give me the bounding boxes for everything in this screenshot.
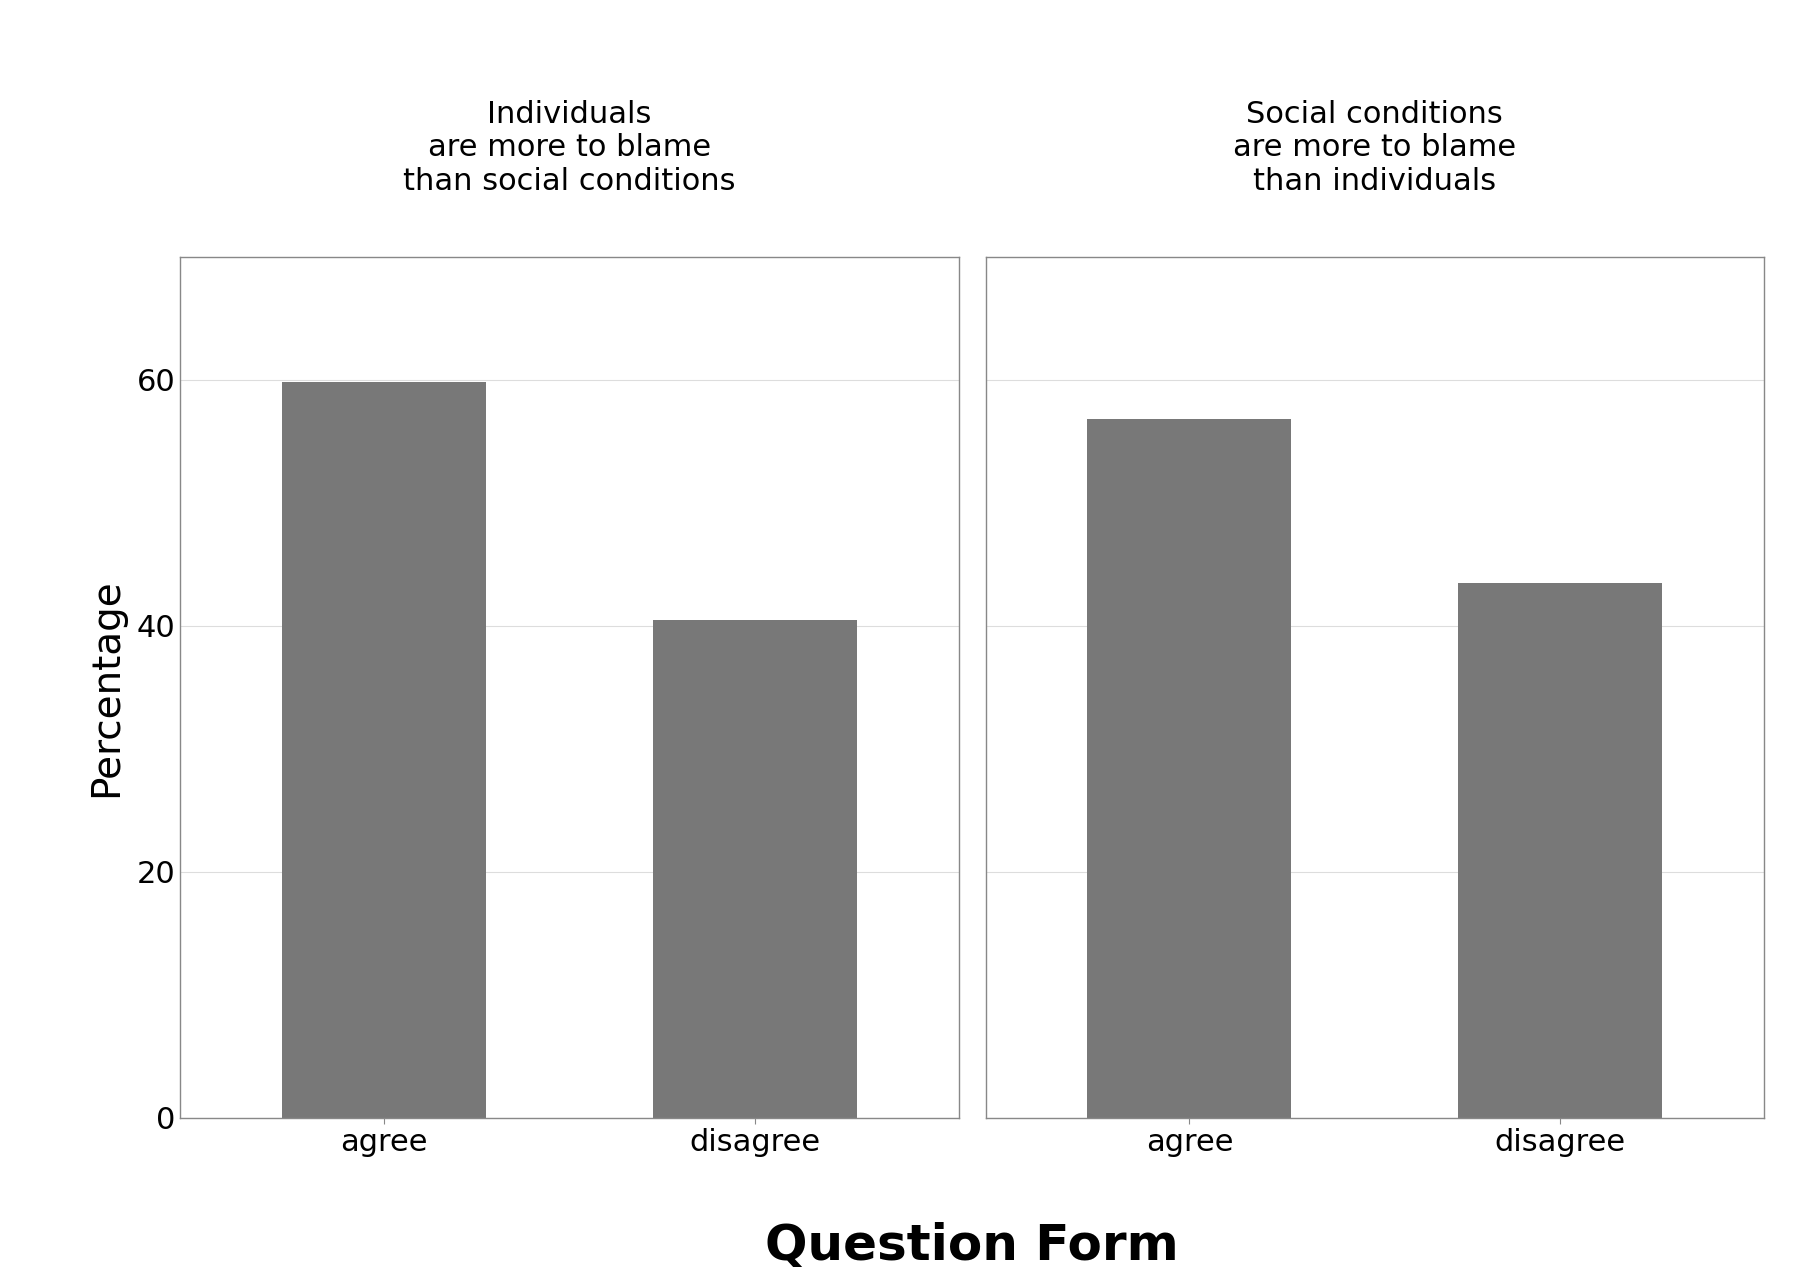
Text: Social conditions
are more to blame
than individuals: Social conditions are more to blame than… <box>1233 100 1516 195</box>
Text: Individuals
are more to blame
than social conditions: Individuals are more to blame than socia… <box>403 100 736 195</box>
Bar <box>283 383 486 1118</box>
Bar <box>653 619 857 1118</box>
Bar <box>1458 583 1661 1118</box>
Y-axis label: Percentage: Percentage <box>86 578 126 797</box>
Text: Question Form: Question Form <box>765 1222 1179 1271</box>
Bar <box>1087 419 1291 1118</box>
